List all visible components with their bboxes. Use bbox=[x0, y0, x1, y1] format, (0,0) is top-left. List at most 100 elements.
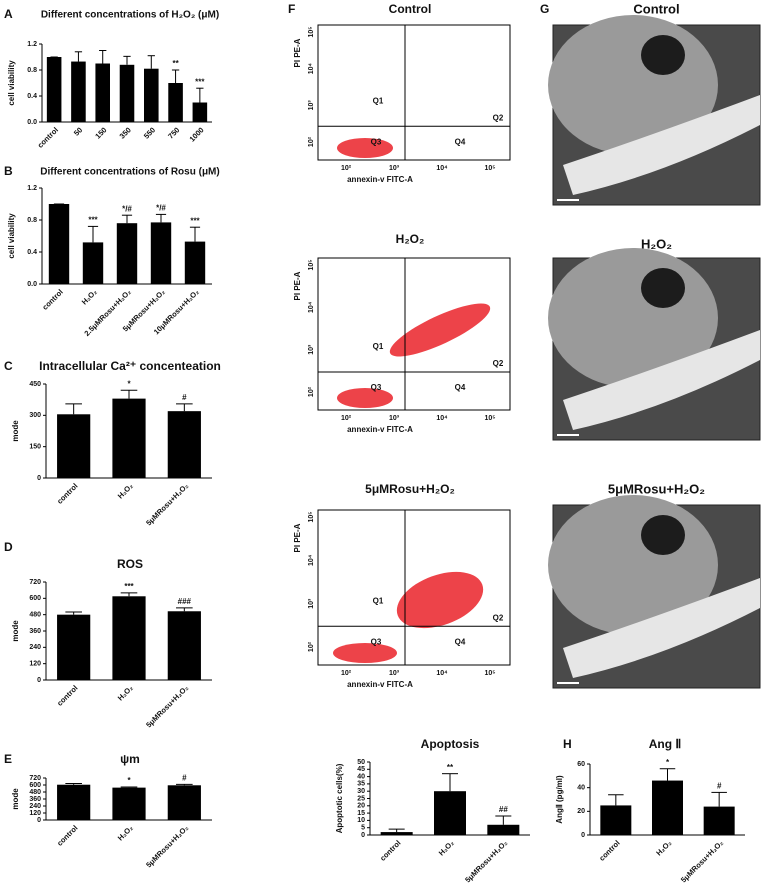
y-tick-label: 0.4 bbox=[27, 93, 37, 100]
x-tick-label: 50 bbox=[72, 125, 84, 137]
x-tick-label: control bbox=[55, 683, 79, 707]
significance-label: * bbox=[127, 776, 131, 785]
error-bar bbox=[120, 592, 138, 597]
error-bar bbox=[608, 794, 624, 806]
x-tick-label: 10⁴ bbox=[436, 165, 448, 172]
nucleolus bbox=[641, 35, 685, 75]
y-tick-label: 10² bbox=[308, 136, 315, 147]
y-axis-label: Apoptotic cells(%) bbox=[335, 763, 344, 833]
scale-bar bbox=[557, 682, 579, 684]
bar bbox=[57, 614, 91, 680]
error-bar bbox=[659, 768, 676, 781]
bar bbox=[150, 222, 172, 284]
y-tick-label: 240 bbox=[29, 644, 41, 651]
bar bbox=[112, 787, 146, 820]
x-tick-label: H₂O₂ bbox=[80, 287, 99, 306]
x-axis-label: annexin-v FITC-A bbox=[347, 175, 413, 184]
significance-label: *** bbox=[195, 77, 205, 86]
y-tick-label: 20 bbox=[357, 803, 365, 810]
image-title: H₂O₂ bbox=[641, 236, 672, 251]
nucleolus bbox=[641, 268, 685, 308]
bar bbox=[487, 824, 520, 835]
x-tick-label: H₂O₂ bbox=[116, 683, 135, 702]
x-tick-label: H₂O₂ bbox=[116, 823, 135, 842]
membrane-gap bbox=[563, 95, 760, 195]
bar bbox=[71, 61, 86, 122]
error-bar bbox=[442, 773, 458, 792]
significance-label: */# bbox=[122, 204, 132, 213]
quadrant-label: Q3 bbox=[371, 637, 382, 646]
y-tick-label: 0 bbox=[37, 677, 41, 684]
event-cloud bbox=[389, 303, 491, 357]
y-tick-label: 5 bbox=[361, 825, 365, 832]
quadrant-label: Q4 bbox=[455, 383, 466, 392]
x-axis-label: annexin-v FITC-A bbox=[347, 425, 413, 434]
y-tick-label: 600 bbox=[29, 595, 41, 602]
x-tick-label: 5μMRosu+H₂O₂ bbox=[144, 683, 190, 729]
y-tick-label: 10⁵ bbox=[308, 259, 315, 270]
error-bar bbox=[74, 51, 83, 62]
chart-title: Intracellular Ca²⁺ concenteation bbox=[39, 359, 221, 373]
error-bar bbox=[147, 55, 155, 69]
panel-letter: F bbox=[288, 2, 295, 16]
y-tick-label: 300 bbox=[29, 412, 41, 419]
y-tick-label: 50 bbox=[357, 759, 365, 766]
error-bar bbox=[711, 791, 727, 807]
panel-letter: B bbox=[4, 164, 13, 178]
error-bar bbox=[65, 611, 82, 615]
significance-label: # bbox=[182, 393, 187, 402]
bar bbox=[95, 63, 110, 122]
chart-title: Ang Ⅱ bbox=[649, 737, 682, 751]
plot-title: 5μMRosu+H₂O₂ bbox=[365, 482, 455, 496]
error-bar bbox=[120, 786, 138, 788]
quadrant-label: Q1 bbox=[373, 596, 384, 605]
x-tick-label: 10³ bbox=[389, 670, 400, 677]
y-tick-label: 240 bbox=[29, 803, 41, 810]
event-cloud bbox=[396, 571, 484, 629]
scale-bar bbox=[557, 434, 579, 436]
y-tick-label: 0 bbox=[37, 817, 41, 824]
membrane-gap bbox=[563, 330, 760, 430]
error-bar bbox=[87, 225, 99, 243]
y-tick-label: 25 bbox=[357, 795, 365, 802]
y-axis-label: cell viability bbox=[7, 213, 16, 259]
y-tick-label: 15 bbox=[357, 810, 365, 817]
x-tick-label: 750 bbox=[166, 125, 181, 140]
y-tick-label: 10² bbox=[308, 386, 315, 397]
bar bbox=[168, 83, 183, 122]
x-tick-label: 550 bbox=[142, 125, 157, 140]
error-bar bbox=[65, 403, 82, 415]
significance-label: ### bbox=[178, 597, 192, 606]
x-tick-label: 10² bbox=[341, 165, 352, 172]
panel-letter: G bbox=[540, 2, 549, 16]
y-tick-label: 10 bbox=[357, 817, 365, 824]
y-tick-label: 720 bbox=[29, 579, 41, 586]
x-tick-label: 350 bbox=[118, 125, 133, 140]
y-tick-label: 0.0 bbox=[27, 281, 37, 288]
y-axis-label: PI PE-A bbox=[293, 523, 302, 552]
bar bbox=[703, 806, 735, 835]
plot-frame bbox=[317, 24, 511, 161]
quadrant-label: Q4 bbox=[455, 137, 466, 146]
x-tick-label: 10³ bbox=[389, 415, 400, 422]
event-cloud bbox=[333, 643, 397, 663]
bar bbox=[116, 223, 138, 284]
x-tick-label: 10³ bbox=[389, 165, 400, 172]
y-axis-label: PI PE-A bbox=[293, 271, 302, 300]
y-tick-label: 120 bbox=[29, 810, 41, 817]
y-tick-label: 20 bbox=[577, 808, 585, 815]
bar bbox=[184, 241, 206, 284]
quadrant-label: Q1 bbox=[373, 96, 384, 105]
panel-letter: C bbox=[4, 359, 13, 373]
y-axis-label: mode bbox=[11, 788, 20, 810]
error-bar bbox=[176, 403, 193, 412]
y-tick-label: 120 bbox=[29, 661, 41, 668]
y-tick-label: 0 bbox=[37, 475, 41, 482]
bar bbox=[82, 242, 104, 284]
bar bbox=[380, 832, 413, 835]
quadrant-label: Q3 bbox=[371, 383, 382, 392]
bar bbox=[57, 414, 91, 478]
y-tick-label: 10⁵ bbox=[308, 511, 315, 522]
error-bar bbox=[176, 607, 193, 612]
